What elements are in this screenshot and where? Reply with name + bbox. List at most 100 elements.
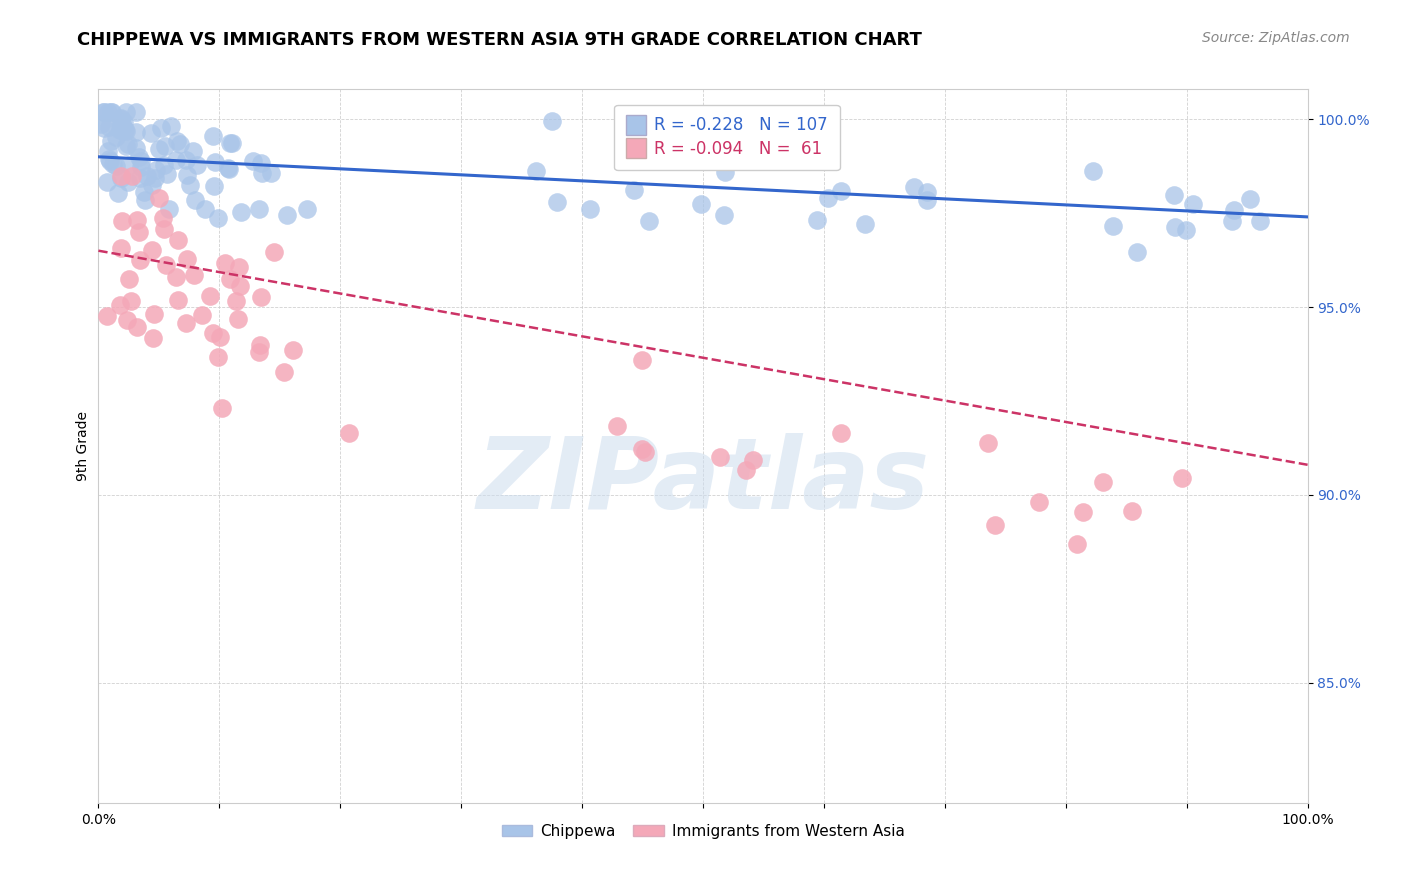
Point (249, 155, 271, 169)
Point (229, 205, 252, 219)
Point (252, 166, 274, 180)
Point (202, 179, 225, 194)
Point (165, 153, 187, 167)
Point (1081, 163, 1104, 178)
Point (128, 226, 150, 240)
Point (181, 144, 204, 158)
Point (1171, 470, 1194, 484)
Point (630, 353, 652, 368)
Point (735, 463, 758, 477)
Point (129, 153, 152, 168)
Point (107, 186, 129, 201)
Point (118, 272, 141, 286)
Point (176, 252, 198, 267)
Point (830, 425, 852, 440)
Point (283, 343, 305, 358)
Point (96, 175, 118, 189)
Point (297, 202, 319, 216)
Point (110, 123, 132, 137)
Point (198, 289, 221, 303)
Point (690, 196, 713, 211)
Point (149, 120, 172, 135)
Point (165, 270, 187, 285)
Point (101, 104, 124, 119)
Point (1249, 213, 1271, 227)
Point (218, 271, 240, 285)
Point (153, 222, 176, 236)
Point (209, 329, 232, 343)
Point (218, 136, 240, 151)
Point (202, 326, 225, 340)
Point (260, 166, 283, 180)
Point (638, 214, 661, 228)
Point (853, 217, 876, 231)
Point (1102, 219, 1125, 234)
Point (202, 129, 225, 144)
Point (121, 169, 143, 183)
Point (229, 278, 252, 293)
Point (524, 164, 547, 178)
Point (110, 169, 132, 183)
Point (117, 175, 139, 189)
Point (159, 202, 181, 216)
Point (108, 117, 131, 131)
Point (273, 365, 295, 379)
Point (104, 129, 127, 144)
Point (183, 268, 205, 282)
Point (546, 195, 568, 210)
Point (984, 517, 1007, 532)
Point (110, 118, 132, 132)
Point (714, 165, 737, 179)
Point (186, 158, 208, 172)
Point (129, 171, 152, 186)
Point (250, 290, 273, 304)
Point (91, 104, 114, 119)
Point (125, 213, 148, 227)
Point (143, 307, 166, 321)
Point (90, 117, 112, 131)
Point (141, 243, 163, 257)
Point (742, 452, 765, 467)
Text: CHIPPEWA VS IMMIGRANTS FROM WESTERN ASIA 9TH GRADE CORRELATION CHART: CHIPPEWA VS IMMIGRANTS FROM WESTERN ASIA… (77, 31, 922, 49)
Point (111, 119, 134, 133)
Point (263, 245, 285, 260)
Point (115, 139, 138, 153)
Point (97, 104, 120, 119)
Legend: Chippewa, Immigrants from Western Asia: Chippewa, Immigrants from Western Asia (495, 818, 911, 845)
Point (184, 193, 207, 207)
Point (160, 119, 183, 133)
Point (110, 241, 132, 255)
Point (179, 178, 201, 193)
Point (623, 183, 645, 197)
Point (903, 180, 925, 194)
Point (218, 162, 240, 177)
Point (167, 233, 190, 247)
Point (104, 159, 127, 173)
Point (1066, 537, 1088, 551)
Point (337, 425, 360, 440)
Point (98, 152, 121, 166)
Point (1239, 192, 1261, 206)
Point (606, 419, 628, 434)
Point (225, 293, 247, 308)
Point (1220, 213, 1243, 227)
Point (103, 157, 125, 171)
Point (221, 136, 243, 150)
Point (96, 310, 118, 324)
Point (977, 436, 1000, 450)
Point (204, 155, 226, 169)
Point (207, 211, 229, 225)
Point (1175, 223, 1198, 237)
Point (541, 114, 564, 128)
Point (176, 169, 198, 183)
Point (1163, 187, 1185, 202)
Point (108, 123, 131, 137)
Point (579, 202, 602, 216)
Point (141, 178, 163, 192)
Point (709, 450, 731, 464)
Point (111, 214, 134, 228)
Point (125, 125, 148, 139)
Point (806, 213, 828, 227)
Point (110, 170, 132, 185)
Point (155, 258, 177, 272)
